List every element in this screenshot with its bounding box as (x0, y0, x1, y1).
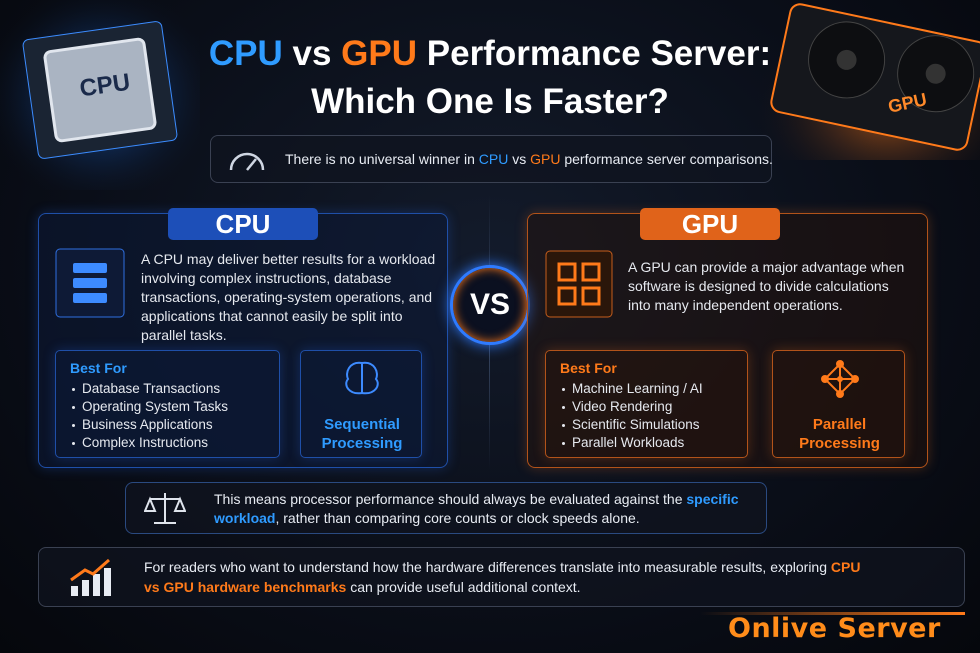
gpu-card-art (750, 0, 980, 160)
grid-icon (545, 250, 613, 318)
gpu-description: A GPU can provide a major advantage when… (628, 259, 905, 313)
brand-rule (700, 612, 965, 615)
cpu-description: A CPU may deliver better results for a w… (141, 251, 436, 343)
best-for-item: Video Rendering (562, 398, 733, 416)
growth-icon (70, 558, 111, 596)
title-part: vs (282, 34, 342, 73)
vs-badge: VS (450, 265, 530, 345)
text-part: This means processor performance should … (214, 491, 687, 507)
text-part: GPU (530, 151, 561, 167)
text-part: , rather than comparing core counts or c… (275, 510, 640, 526)
best-for-list: Database Transactions Operating System Ta… (70, 380, 265, 452)
title-part: CPU (208, 34, 283, 73)
server-icon (55, 248, 125, 318)
cpu-mode: Sequential Processing (300, 350, 422, 458)
network-icon (821, 360, 859, 398)
gpu-mode: Parallel Processing (772, 350, 905, 458)
intro-box: There is no universal winner in CPU vs G… (210, 135, 773, 183)
text-part: can provide useful additional context. (346, 579, 581, 595)
title: CPU vs GPU Performance Server: Which One… (0, 30, 980, 126)
scale-icon (144, 493, 186, 524)
best-for-item: Database Transactions (72, 380, 265, 398)
text-part: vs (508, 151, 531, 167)
text-part: performance server comparisons. (560, 151, 773, 167)
title-line: Which One Is Faster? (311, 82, 669, 121)
cpu-chip-art (0, 0, 200, 190)
best-for-title: Best For (70, 360, 127, 376)
best-for-title: Best For (560, 360, 617, 376)
best-for-item: Complex Instructions (72, 434, 265, 452)
text-part: There is no universal winner in (285, 151, 479, 167)
gpu-best-for: Best For Machine Learning / AI Video Rend… (545, 350, 748, 458)
mode-line: Parallel (812, 416, 867, 433)
gpu-heading: GPU (640, 208, 780, 240)
note-box: This means processor performance should … (125, 482, 767, 534)
intro-text: There is no universal winner in CPU vs G… (285, 151, 773, 167)
mode-label: Parallel Processing (773, 415, 906, 453)
text-part: CPU vs GPU hardware benchmarks (144, 559, 861, 595)
title-part: Performance Server: (417, 34, 772, 73)
mode-line: Sequential (324, 416, 400, 433)
best-for-item: Scientific Simulations (562, 416, 733, 434)
title-part: GPU (341, 34, 418, 73)
best-for-item: Operating System Tasks (72, 398, 265, 416)
text-part: For readers who want to understand how t… (144, 559, 831, 575)
text-part: specific workload (214, 491, 739, 526)
brain-icon (345, 361, 379, 395)
cpu-heading: CPU (168, 208, 318, 240)
note-text: This means processor performance should … (214, 490, 754, 528)
brand: Onlive Server (728, 613, 941, 644)
mode-label: Sequential Processing (301, 415, 423, 453)
mode-line: Processing (321, 435, 403, 452)
best-for-item: Business Applications (72, 416, 265, 434)
best-for-item: Parallel Workloads (562, 434, 733, 452)
best-for-item: Machine Learning / AI (562, 380, 733, 398)
footer-box: For readers who want to understand how t… (38, 547, 965, 607)
text-part: CPU (478, 151, 509, 167)
footer-text: For readers who want to understand how t… (144, 557, 864, 597)
cpu-best-for: Best For Database Transactions Operating … (55, 350, 280, 458)
gauge-icon (229, 152, 265, 171)
title-line: CPU vs GPU Performance Server: (0, 30, 980, 78)
best-for-list: Machine Learning / AI Video Rendering Scie… (560, 380, 733, 452)
mode-line: Processing (799, 435, 880, 452)
